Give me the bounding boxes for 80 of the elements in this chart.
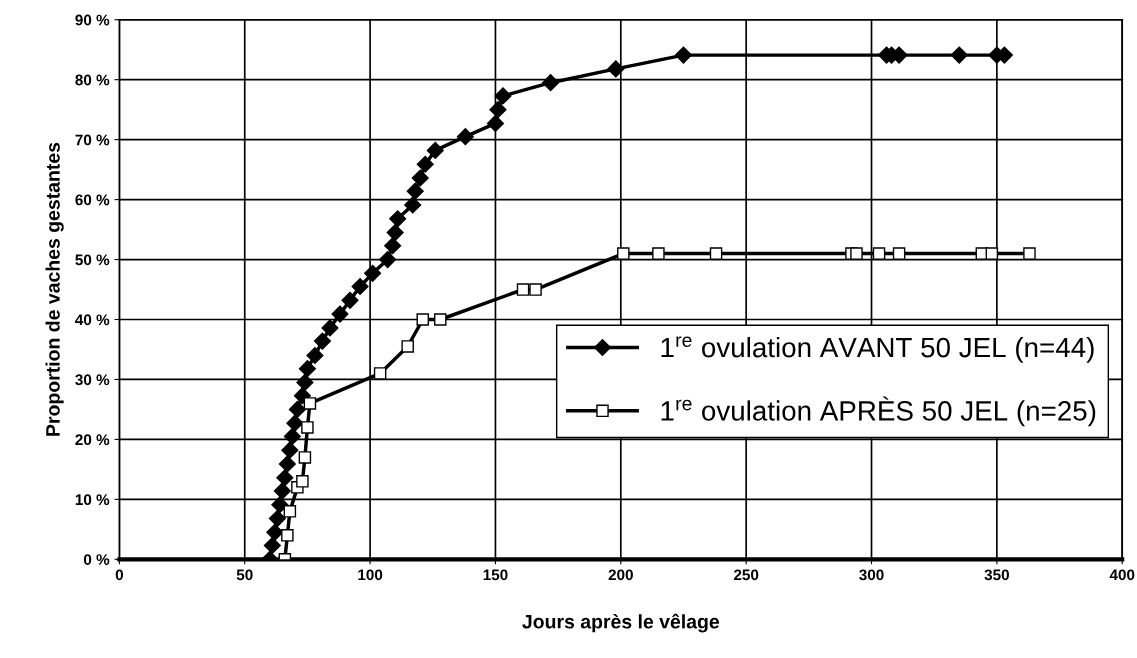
point	[301, 421, 314, 434]
y-tick-label: 0 %	[83, 554, 110, 565]
point	[306, 346, 324, 365]
point	[494, 87, 512, 105]
y-tick-label: 20 %	[75, 434, 110, 446]
point	[404, 196, 422, 214]
point	[411, 169, 429, 187]
point	[286, 414, 304, 432]
point	[298, 451, 312, 464]
point	[263, 536, 281, 555]
point	[331, 305, 349, 323]
point	[617, 247, 630, 260]
point	[281, 441, 299, 459]
point	[434, 313, 447, 326]
x-tick-label: 100	[358, 569, 383, 581]
point	[401, 340, 414, 353]
point	[529, 283, 542, 296]
point	[406, 182, 424, 200]
x-tick-label: 200	[608, 569, 633, 581]
point	[321, 319, 339, 337]
x-tick-label: 350	[984, 569, 1009, 581]
point	[456, 128, 474, 146]
point	[313, 332, 332, 350]
point	[416, 313, 429, 326]
point	[298, 360, 316, 378]
point	[379, 250, 397, 269]
point	[416, 155, 434, 173]
point	[266, 523, 284, 541]
legend-label: 1$^{re}$ ovulation APRÈS 50 JEL (n=25)	[661, 396, 1096, 427]
point	[384, 237, 402, 255]
point	[1023, 247, 1036, 260]
legend-label: 1$^{re}$ ovulation AVANT 50 JEL (n=44)	[661, 336, 1094, 363]
point	[283, 427, 301, 445]
point	[303, 397, 317, 410]
x-tick-label: 300	[859, 569, 884, 581]
y-tick-label: 90 %	[75, 14, 110, 26]
point	[486, 114, 504, 133]
y-tick-label: 30 %	[75, 374, 110, 386]
point	[950, 46, 968, 64]
point	[271, 496, 289, 514]
point	[516, 283, 530, 296]
point	[985, 247, 999, 260]
point	[373, 367, 387, 380]
x-tick-label: 400	[1109, 569, 1135, 581]
x-tick-label: 150	[483, 569, 508, 581]
point	[709, 247, 723, 260]
point	[386, 224, 404, 242]
y-tick-label: 70 %	[75, 134, 110, 146]
y-tick-label: 50 %	[75, 254, 110, 266]
point	[872, 247, 886, 260]
point	[281, 529, 294, 542]
point	[296, 475, 309, 488]
y-axis-title: Proportion de vaches gestantes	[45, 142, 64, 436]
point	[288, 400, 306, 418]
point	[674, 46, 693, 64]
point	[607, 60, 625, 78]
y-tick-label: 60 %	[75, 194, 110, 206]
x-tick-label: 50	[236, 569, 253, 581]
point	[268, 509, 286, 528]
y-tick-label: 40 %	[75, 314, 110, 326]
point	[542, 74, 560, 92]
point	[364, 264, 382, 282]
point	[283, 505, 297, 518]
x-tick-label: 250	[733, 569, 759, 581]
y-tick-label: 80 %	[75, 74, 110, 86]
point	[489, 101, 507, 119]
point	[278, 455, 296, 473]
point	[426, 141, 444, 159]
x-axis-title: Jours après le vêlage	[522, 613, 720, 633]
point	[351, 277, 369, 296]
point	[892, 247, 906, 260]
point	[276, 469, 294, 487]
point	[273, 482, 291, 500]
point	[296, 373, 314, 391]
point	[652, 247, 665, 260]
point	[389, 210, 407, 228]
point	[850, 247, 863, 260]
x-tick-label: 0	[115, 569, 124, 581]
point	[341, 291, 359, 309]
y-tick-label: 10 %	[75, 494, 110, 506]
